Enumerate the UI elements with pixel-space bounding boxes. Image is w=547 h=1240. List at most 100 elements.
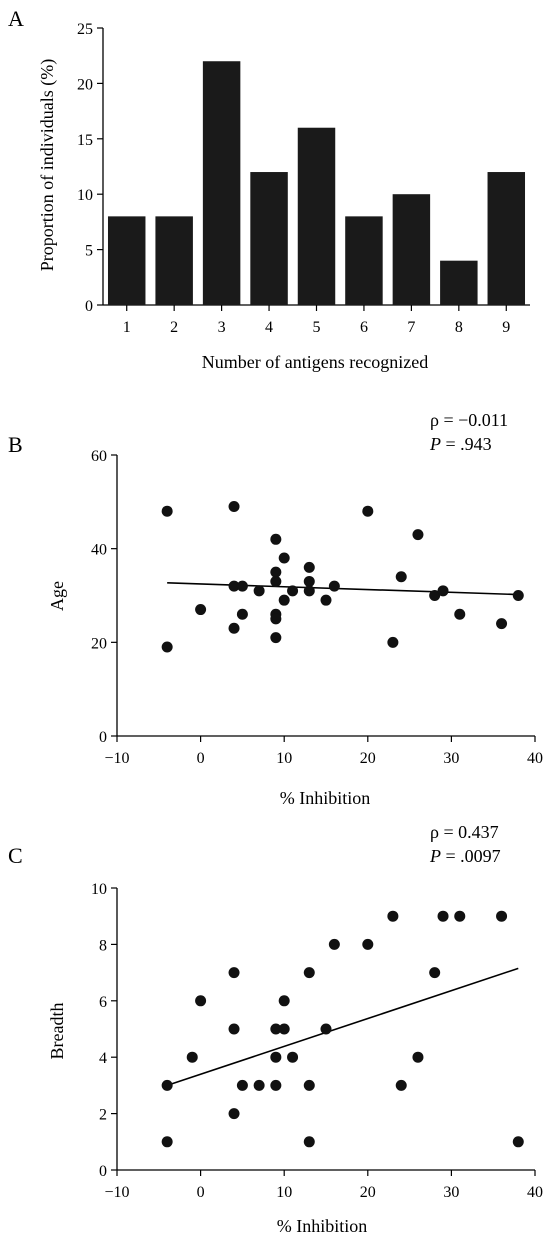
x-tick-label: 20 — [360, 750, 376, 767]
x-tick-label: 40 — [527, 750, 543, 767]
x-tick-label: 5 — [313, 319, 321, 336]
data-point — [270, 613, 282, 625]
data-point — [161, 505, 173, 517]
data-point — [320, 594, 332, 606]
data-point — [512, 590, 524, 601]
data-point — [270, 632, 282, 644]
data-point — [303, 585, 315, 597]
y-tick-label: 60 — [91, 448, 107, 465]
data-point — [236, 1079, 248, 1091]
chart-b-xlabel: % Inhibition — [280, 788, 371, 808]
bar-7 — [392, 194, 431, 305]
bar-1 — [107, 216, 146, 305]
panel-label-a: A — [8, 6, 24, 31]
y-tick-label: 5 — [85, 243, 93, 260]
data-point — [195, 604, 207, 616]
bar-9 — [487, 172, 526, 305]
data-point — [437, 910, 449, 922]
data-point — [278, 594, 290, 606]
data-point — [161, 641, 173, 653]
bar-8 — [440, 260, 478, 305]
data-point — [270, 533, 282, 545]
data-point — [303, 561, 315, 573]
data-point — [228, 501, 240, 513]
y-tick-label: 20 — [91, 635, 107, 652]
y-tick-label: 10 — [91, 881, 107, 898]
x-tick-label: 30 — [443, 1184, 459, 1201]
data-point — [395, 571, 407, 583]
x-tick-label: 20 — [360, 1184, 376, 1201]
y-tick-label: 25 — [77, 21, 93, 38]
data-point — [287, 1051, 299, 1063]
bar-5 — [297, 127, 336, 305]
y-tick-label: 8 — [99, 937, 107, 954]
data-point — [387, 910, 399, 922]
data-point — [195, 995, 207, 1007]
bar-chart-antigens: Proportion of individuals (%) Number of … — [37, 21, 530, 372]
data-point — [395, 1079, 407, 1091]
panel-label-c: C — [8, 843, 23, 868]
x-tick-label: 3 — [218, 319, 226, 336]
data-point — [270, 1079, 282, 1091]
data-point — [454, 910, 466, 922]
data-point — [278, 552, 290, 564]
x-tick-label: 7 — [407, 319, 415, 336]
x-tick-label: 10 — [276, 1184, 292, 1201]
data-point — [320, 1023, 332, 1035]
data-point — [412, 1051, 424, 1063]
data-point — [328, 580, 340, 592]
x-tick-label: 40 — [527, 1184, 543, 1201]
x-tick-label: 0 — [197, 1184, 205, 1201]
data-point — [512, 1136, 524, 1148]
scatter-chart-age: Age % Inhibition ρ = −0.011 P = .943 0 20… — [47, 410, 543, 808]
data-point — [161, 1136, 173, 1148]
data-point — [278, 995, 290, 1007]
x-tick-label: 8 — [455, 319, 463, 336]
data-point — [270, 1051, 282, 1063]
data-point — [496, 910, 508, 922]
scatter-chart-breadth: Breadth % Inhibition ρ = 0.437 P = .0097… — [47, 822, 543, 1236]
x-tick-label: −10 — [104, 750, 129, 767]
x-tick-label: 10 — [276, 750, 292, 767]
x-tick-label: 4 — [265, 319, 273, 336]
data-point — [236, 580, 248, 592]
chart-c-xlabel: % Inhibition — [277, 1216, 368, 1236]
x-tick-label: 9 — [502, 319, 510, 336]
data-point — [429, 590, 441, 601]
data-point — [362, 938, 374, 950]
chart-b-stat-p-value: = .943 — [441, 434, 492, 454]
y-tick-label: 6 — [99, 994, 107, 1011]
chart-a-ylabel: Proportion of individuals (%) — [37, 59, 58, 271]
data-point — [228, 967, 240, 979]
data-point — [278, 1023, 290, 1035]
data-point — [253, 1079, 265, 1091]
data-point — [437, 585, 449, 597]
x-tick-label: 6 — [360, 319, 368, 336]
x-tick-label: 2 — [170, 319, 178, 336]
regression-line — [167, 582, 519, 596]
chart-a-xlabel: Number of antigens recognized — [202, 352, 428, 372]
chart-c-stat-rho: ρ = 0.437 — [430, 822, 499, 842]
data-point — [303, 1079, 315, 1091]
chart-c-stat-p-label: P — [429, 846, 441, 866]
regression-line — [166, 967, 519, 1087]
data-point — [161, 1079, 173, 1091]
chart-c-stat-p: P = .0097 — [429, 846, 501, 866]
chart-c-stat-p-value: = .0097 — [441, 846, 501, 866]
x-tick-label: 30 — [443, 750, 459, 767]
data-point — [387, 636, 399, 648]
data-point — [253, 585, 265, 597]
data-point — [228, 622, 240, 634]
chart-b-stat-p-label: P — [429, 434, 441, 454]
data-point — [412, 529, 424, 541]
data-point — [270, 1023, 282, 1035]
data-point — [454, 608, 466, 620]
chart-b-stat-p: P = .943 — [429, 434, 492, 454]
x-tick-label: 0 — [197, 750, 205, 767]
data-point — [228, 1108, 240, 1120]
data-point — [429, 967, 441, 979]
data-point — [362, 505, 374, 517]
data-point — [270, 575, 282, 587]
y-tick-label: 0 — [99, 729, 107, 746]
